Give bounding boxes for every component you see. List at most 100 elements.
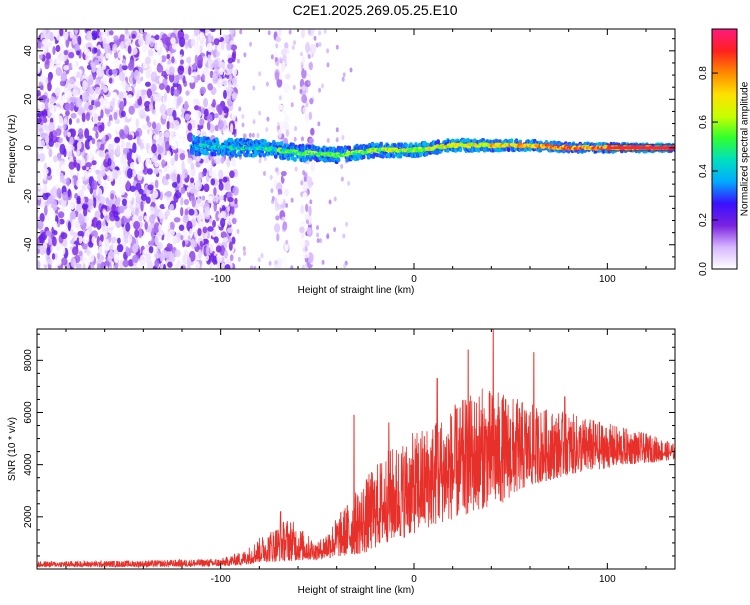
spectrogram-cell [91,179,98,191]
spectrogram-cell [236,228,240,234]
spectrogram-cell [76,195,81,204]
spectrogram-cell [135,118,140,129]
spectrogram-cell [148,246,154,254]
spectrogram-cell [176,173,181,184]
spectrogram-cell [114,137,120,144]
spectrogram-cell [132,254,139,263]
spectrogram-cell [210,178,216,186]
spectrogram-cell [162,263,167,269]
spectrogram-cell [228,74,233,82]
spectrogram-cell [227,217,232,226]
spectrogram-cell [37,238,40,245]
spectrogram-cell [347,180,351,186]
spectrogram-cell [75,263,82,269]
spectrogram-cell [60,164,67,172]
spectrogram-track-cell [223,140,228,145]
spectrogram-cell [171,43,179,50]
spectrogram-cell [58,211,65,219]
spectrogram-cell [273,223,281,233]
spectrogram-cell [76,98,83,107]
spectrogram-cell [104,97,108,105]
spectrogram-cell [103,214,111,221]
spectrogram-cell [118,91,124,100]
spectrogram-cell [301,68,307,79]
spectrogram-track-cell [458,147,463,153]
spectrogram-cell [340,176,344,182]
spectrogram-cell [70,256,76,268]
y-tick-label: 6000 [23,401,34,424]
spectrogram-cell [227,197,234,203]
spectrogram-cell [212,219,216,228]
spectrogram-cell [294,166,298,172]
spectrogram-cell [268,260,272,266]
spectrogram-cell [40,95,48,101]
spectrogram-cell [211,158,215,166]
spectrogram-cell [276,29,282,37]
spectrogram-cell [92,72,97,80]
spectrogram-cell [277,159,282,167]
spectrogram-cell [69,136,74,145]
spectrogram-cell [304,173,308,179]
spectrogram-cell [139,29,144,35]
spectrogram-cell [188,65,192,76]
spectrogram-cell [234,197,238,205]
spectrogram-cell [335,137,339,143]
spectrogram-cell [212,193,219,204]
spectrogram-cell [153,134,160,141]
colorbar-tick-label: 0.4 [698,164,709,178]
spectrogram-cell [199,240,203,248]
spectrogram-cell [153,205,159,216]
spectrogram-cell [219,77,223,88]
spectrogram-cell [52,46,56,55]
spectrogram-cell [67,220,72,232]
spectrogram-cell [215,154,221,165]
spectrogram-cell [231,91,238,100]
spectrogram-cell [132,142,137,154]
spectrogram-cell [218,195,224,201]
spectrogram-cell [94,59,100,66]
spectrogram-cell [123,83,130,92]
spectrogram-cell [139,109,146,120]
spectrogram-cell [180,207,184,217]
spectrogram-cell [53,230,58,236]
spectrogram-cell [96,252,101,260]
spectrogram-cell [212,99,216,108]
spectrogram-cell [99,196,106,205]
spectrogram-cell [122,58,127,67]
spectrogram-cell [95,105,102,117]
spectrogram-cell [156,64,164,73]
spectrogram-cell [267,30,271,36]
spectrogram-cell [179,153,186,161]
spectrogram-cell [188,208,195,216]
spectrogram-cell [213,38,220,46]
spectrogram-cell [236,58,240,64]
spectrogram-cell [293,40,297,46]
spectrogram-cell [222,77,229,87]
spectrogram-cell [211,228,217,238]
spectrogram-cell [196,155,201,162]
spectrogram-cell [81,203,89,210]
spectrogram-cell [38,170,42,181]
spectrogram-cell [277,188,283,196]
spectrogram-cell [100,82,105,90]
spectrogram-cell [113,58,119,68]
spectrogram-cell [142,45,147,52]
spectrogram-cell [283,188,289,197]
spectrogram-cell [318,42,322,48]
spectrogram-track-cell [343,145,348,150]
spectrogram-cell [72,34,77,46]
spectrogram-cell [192,71,197,77]
spectrogram-cell [187,56,192,65]
spectrogram-cell [64,103,72,111]
spectrogram-cell [242,246,246,252]
spectrogram-cell [157,229,163,240]
spectrogram-cell [277,127,282,139]
spectrogram-cell [94,86,102,95]
spectrogram-cell [69,168,74,177]
spectrogram-cell [226,42,232,51]
spectrogram-cell [82,165,87,171]
spectrogram-track-cell [379,141,383,147]
spectrogram-cell [163,197,168,208]
spectrogram-cell [154,34,160,41]
